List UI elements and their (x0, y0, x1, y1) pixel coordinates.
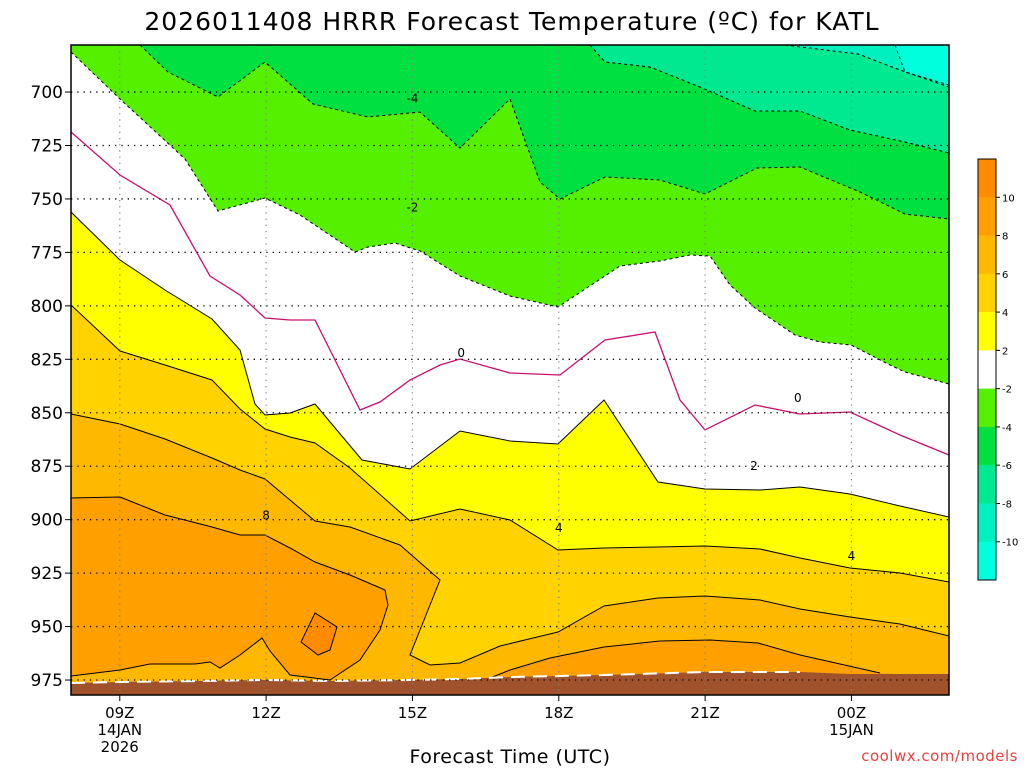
y-tick-label: 925 (31, 564, 63, 584)
colorbar-tick-label: -6 (1002, 461, 1012, 472)
y-tick-label: 775 (31, 243, 63, 263)
colorbar-segment (978, 541, 996, 581)
contour-plus-2 (71, 211, 949, 518)
contour-minus-2 (71, 51, 949, 385)
x-tick-label: 15Z (398, 704, 427, 722)
contour-label: 0 (457, 346, 465, 360)
y-tick-label: 750 (31, 190, 63, 210)
colorbar-segment (978, 503, 996, 543)
plot-frame (70, 44, 950, 696)
y-tick-label: 825 (31, 350, 63, 370)
contour-plus-8 (71, 496, 389, 681)
contour-label: 4 (848, 549, 856, 563)
colorbar-tick-label: 10 (1002, 193, 1015, 204)
contour-minus-6 (589, 45, 949, 154)
colorbar-tick-label: -10 (1002, 538, 1018, 549)
x-tick-label: 09Z (105, 704, 134, 722)
fill-cold-6-8 (590, 45, 949, 153)
credit-text: coolwx.com/models (861, 747, 1018, 765)
colorbar-tick-label: -2 (1002, 385, 1012, 396)
x-tick-label: 21Z (690, 704, 719, 722)
x-tick-label: 15JAN (829, 721, 874, 739)
contour-labels: -4 -2 0 0 2 4 4 8 (262, 91, 855, 563)
colorbar-tick-label: 8 (1002, 232, 1008, 243)
contour-minus-4 (139, 45, 949, 220)
colorbar-segment (978, 388, 996, 428)
colorbar-tick-label: 4 (1002, 308, 1008, 319)
colorbar-segment (978, 159, 996, 198)
colorbar-tick-label: 2 (1002, 346, 1008, 357)
x-tick-label: 12Z (251, 704, 280, 722)
y-tick-label: 800 (31, 297, 63, 317)
colorbar-segments (978, 159, 996, 581)
contour-plus-8-lower (489, 639, 881, 679)
contour-zero (71, 131, 949, 456)
colorbar-tick-label: -8 (1002, 499, 1012, 510)
colorbar: 10 8 6 4 2 -2 -4 -6 -8 -10 (977, 158, 1018, 581)
y-tick-label: 900 (31, 511, 63, 531)
ground-edge (71, 671, 800, 684)
ground-surface (71, 672, 949, 695)
contour-label: -4 (406, 91, 418, 105)
contour-label: 8 (262, 508, 270, 522)
contour-label: -2 (406, 201, 418, 215)
ground-layer (71, 671, 949, 695)
y-axis: 700 725 750 775 800 825 850 875 900 925 950 975 (31, 83, 71, 691)
plot-area (71, 45, 949, 695)
contour-minus-8 (784, 45, 949, 88)
fill-warm-8-10 (71, 497, 949, 695)
y-tick-label: 700 (31, 83, 63, 103)
contour-plus-10 (300, 612, 338, 656)
y-tick-label: 725 (31, 136, 63, 156)
contour-plus-4 (71, 304, 949, 583)
x-tick-label: 14JAN (97, 721, 142, 739)
contour-label: 0 (794, 391, 802, 405)
chart-title: 2026011408 HRRR Forecast Temperature (ºC… (144, 7, 879, 36)
x-axis-title: Forecast Time (UTC) (410, 746, 611, 768)
y-tick-label: 975 (31, 671, 63, 691)
contours-positive (71, 211, 949, 681)
colorbar-segment (978, 312, 996, 351)
x-tick-label: 2026 (101, 738, 139, 756)
x-tick-label: 18Z (544, 704, 573, 722)
colorbar-tick-label: 6 (1002, 270, 1008, 281)
colorbar-segment (978, 426, 996, 466)
y-tick-label: 875 (31, 457, 63, 477)
contour-label: 4 (555, 521, 563, 535)
colorbar-segment (978, 350, 996, 390)
grid-lines (71, 45, 949, 695)
fill-cold-10-12 (895, 45, 949, 85)
contour-label: 2 (750, 459, 758, 473)
colorbar-ticks: 10 8 6 4 2 -2 -4 -6 -8 -10 (996, 193, 1018, 549)
y-tick-label: 950 (31, 618, 63, 638)
colorbar-segment (978, 465, 996, 504)
colorbar-tick-label: -4 (1002, 423, 1012, 434)
colorbar-segment (978, 197, 996, 237)
colorbar-segment (978, 235, 996, 275)
colorbar-frame (977, 158, 997, 581)
y-tick-label: 850 (31, 404, 63, 424)
contours-negative (71, 45, 949, 385)
contour-plus-6 (71, 413, 949, 666)
x-tick-label: 00Z (837, 704, 866, 722)
colorbar-segment (978, 273, 996, 313)
